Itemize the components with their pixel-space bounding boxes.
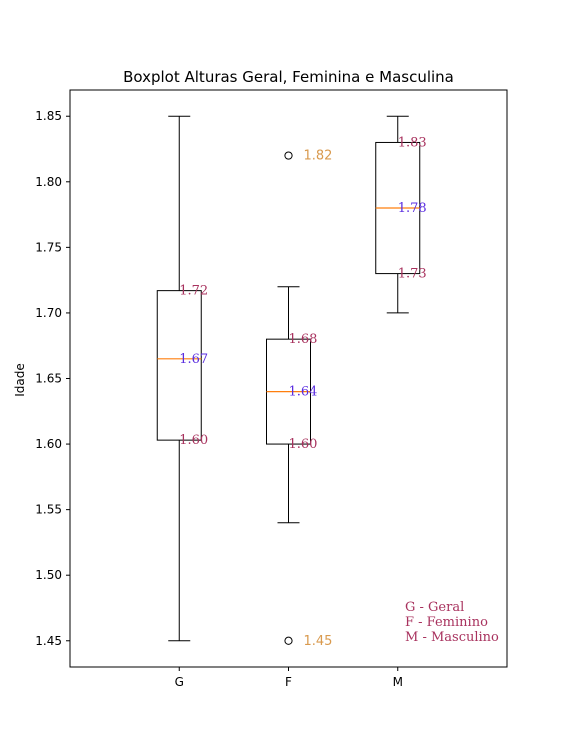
q3-label: 1.68 [289,332,318,347]
q3-label: 1.83 [398,135,427,150]
plot-area: 1.45 1.50 1.55 1.60 1.65 1.70 1.75 1.80 1.85 G F M 1… [35,89,508,689]
x-tick-label: G [175,675,184,689]
x-tick-label: F [285,675,292,689]
box-group-m: 1.83 1.78 1.73 [375,115,427,314]
legend-entry: M - Masculino [405,630,499,645]
box-group-f: 1.82 1.45 1.68 1.64 1.60 [266,149,333,649]
y-tick-label: 1.80 [35,175,62,189]
q1-label: 1.60 [179,433,208,448]
y-tick-label: 1.60 [35,437,62,451]
q1-label: 1.60 [289,437,318,452]
y-axis-label: Idade [13,363,27,397]
y-tick-label: 1.50 [35,568,62,582]
chart-title: Boxplot Alturas Geral, Feminina e Mascul… [123,68,454,86]
legend-entry: F - Feminino [405,615,488,630]
box-group-g: 1.72 1.67 1.60 [156,115,208,642]
median-label: 1.67 [179,352,208,367]
legend-entry: G - Geral [405,600,464,615]
median-label: 1.78 [398,201,427,216]
y-tick-label: 1.65 [35,372,62,386]
iqr-box [156,290,202,441]
y-axis: 1.45 1.50 1.55 1.60 1.65 1.70 1.75 1.80 1.85 [35,109,70,648]
y-tick-label: 1.85 [35,109,62,123]
median-label: 1.64 [289,385,318,400]
y-tick-label: 1.55 [35,503,62,517]
y-tick-label: 1.75 [35,240,62,254]
q1-label: 1.73 [398,267,427,282]
outlier-label: 1.45 [304,634,333,649]
x-tick-label: M [393,675,403,689]
outlier-point [284,151,293,160]
y-tick-label: 1.45 [35,634,62,648]
outlier-label: 1.82 [304,149,333,164]
y-tick-label: 1.70 [35,306,62,320]
outlier-point [284,636,293,645]
q3-label: 1.72 [179,284,208,299]
